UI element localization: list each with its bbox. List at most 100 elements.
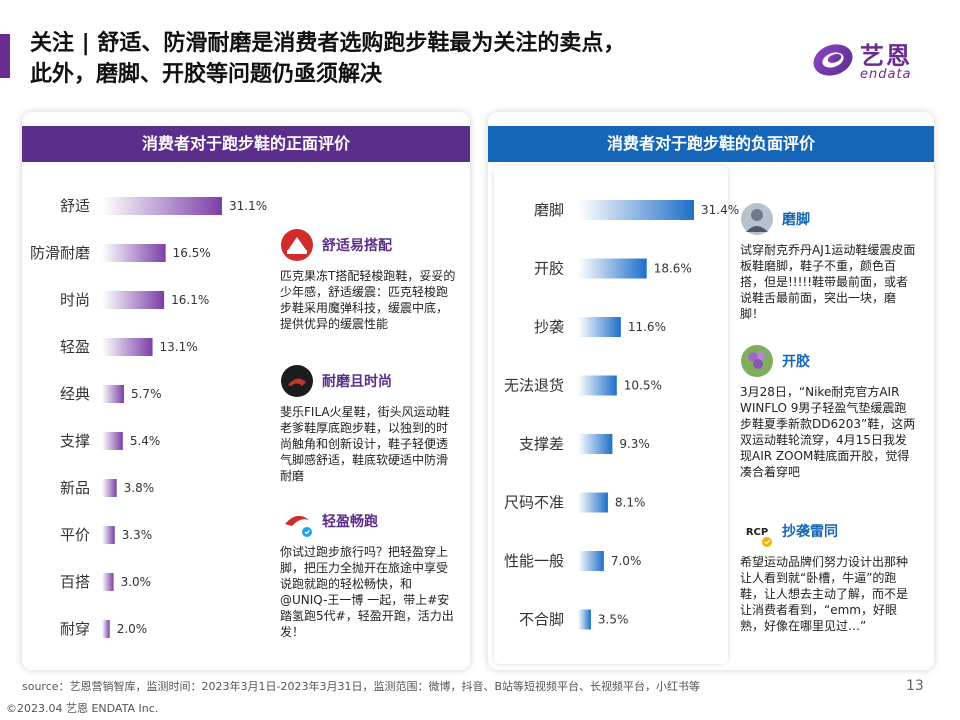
review-callout: 舒适易搭配匹克果冻T搭配轻梭跑鞋，妥妥的少年感，舒适缓震：匹克轻梭跑步鞋采用魔弹… xyxy=(280,228,458,332)
callout-header: 轻盈畅跑 xyxy=(280,504,458,542)
rcp-logo-icon: RCP xyxy=(740,514,774,548)
bar xyxy=(578,200,694,220)
data-label: 3.3% xyxy=(122,528,153,542)
svg-text:RCP: RCP xyxy=(746,527,768,538)
endata-logo: 艺恩 endata xyxy=(810,36,930,88)
page-title-line-2: 此外，磨脚、开胶等问题仍亟须解决 xyxy=(30,62,383,87)
negative-bar-chart: 磨脚 31.4% 开胶 18.6% 抄袭 11.6% 无法退货 10.5% 支撑差 9.3% 尺码不… xyxy=(504,200,739,630)
category-label: 性能一般 xyxy=(504,552,564,570)
category-label: 尺码不准 xyxy=(504,494,564,512)
endata-logo-icon xyxy=(813,44,853,76)
review-callout: RCP 抄袭雷同希望运动品牌们努力设计出那种让人看到就“卧槽，牛逼”的跑鞋，让人想… xyxy=(740,514,916,634)
negative-review-panel: 消费者对于跑步鞋的负面评价 磨脚 31.4% 开胶 18.6% 抄袭 11.6% 无法退货 1… xyxy=(488,112,934,670)
callout-title: 轻盈畅跑 xyxy=(322,514,378,530)
category-label: 轻盈 xyxy=(60,338,90,356)
bar xyxy=(102,244,166,262)
callout-header: RCP 抄袭雷同 xyxy=(740,514,916,552)
callout-text: 3月28日，“Nike耐克官方AIR WINFLO 9男子轻盈气垫缓震跑步鞋夏季… xyxy=(740,385,916,479)
bar xyxy=(102,479,117,497)
anta-logo-icon xyxy=(280,504,314,538)
page-number: 13 xyxy=(906,678,924,694)
callout-header: 耐磨且时尚 xyxy=(280,364,458,402)
data-label: 13.1% xyxy=(160,340,198,354)
logo-text-en: endata xyxy=(860,67,912,82)
category-label: 抄袭 xyxy=(534,318,564,336)
callout-text: 斐乐FILA火星鞋，街头风运动鞋老爹鞋厚底跑步鞋，以独到的时尚触角和创新设计，鞋… xyxy=(280,405,450,483)
data-label: 3.8% xyxy=(124,481,155,495)
negative-chart-card xyxy=(494,166,728,664)
data-label: 16.5% xyxy=(173,246,211,260)
positive-bar-chart: 舒适 31.1% 防滑耐磨 16.5% 时尚 16.1% 轻盈 13.1% 经典 5.7% 支撑 5.… xyxy=(30,197,267,638)
callout-text: 你试过跑步旅行吗？把轻盈穿上脚，把压力全抛开在旅途中享受说跑就跑的轻松畅快，和@… xyxy=(280,545,454,639)
bar xyxy=(102,291,165,309)
review-callout: 磨脚试穿耐克乔丹AJ1运动鞋缓震皮面板鞋磨脚，鞋子不重，颜色百搭，但是!!!!!… xyxy=(740,202,916,322)
bar xyxy=(578,434,613,454)
category-label: 时尚 xyxy=(60,291,90,309)
callout-text: 匹克果冻T搭配轻梭跑鞋，妥妥的少年感，舒适缓震：匹克轻梭跑步鞋采用魔弹科技，缓震… xyxy=(280,269,456,331)
source-note: source：艺恩营销智库，监测时间：2023年3月1日-2023年3月31日，… xyxy=(22,680,701,693)
callout-title: 耐磨且时尚 xyxy=(322,374,392,390)
callout-text: 试穿耐克乔丹AJ1运动鞋缓震皮面板鞋磨脚，鞋子不重，颜色百搭，但是!!!!!鞋带… xyxy=(740,243,916,321)
data-label: 2.0% xyxy=(117,622,148,636)
category-label: 新品 xyxy=(60,479,90,497)
category-label: 支撑 xyxy=(60,432,90,450)
bar xyxy=(102,385,124,403)
data-label: 7.0% xyxy=(611,554,642,568)
category-label: 平价 xyxy=(60,526,90,544)
data-label: 8.1% xyxy=(615,496,646,510)
copyright: ©2023.04 艺恩 ENDATA Inc. xyxy=(6,702,159,715)
page-title-line-1: 关注 | 舒适、防滑耐磨是消费者选购跑步鞋最为关注的卖点， xyxy=(30,31,626,56)
callout-text: 希望运动品牌们努力设计出那种让人看到就“卧槽，牛逼”的跑鞋，让人想去主动了解，而… xyxy=(740,555,909,633)
category-label: 防滑耐磨 xyxy=(30,244,90,262)
negative-chart-title: 消费者对于跑步鞋的负面评价 xyxy=(488,126,934,162)
bar xyxy=(578,609,591,630)
category-label: 百搭 xyxy=(60,573,90,591)
bar xyxy=(102,197,222,215)
page-title: 关注 | 舒适、防滑耐磨是消费者选购跑步鞋最为关注的卖点， 此外，磨脚、开胶等问… xyxy=(30,28,625,90)
bar xyxy=(102,338,153,356)
bar xyxy=(578,492,608,513)
fila-logo-icon xyxy=(280,364,314,398)
category-label: 无法退货 xyxy=(504,377,564,395)
category-label: 不合脚 xyxy=(519,611,564,629)
logo-text-cn: 艺恩 xyxy=(860,42,912,70)
data-label: 16.1% xyxy=(171,293,209,307)
bar xyxy=(578,317,621,337)
category-label: 开胶 xyxy=(534,260,564,278)
data-label: 18.6% xyxy=(654,262,692,276)
category-label: 磨脚 xyxy=(534,201,564,219)
user-avatar-icon xyxy=(740,202,774,236)
review-callout: 开胶 3月28日，“Nike耐克官方AIR WINFLO 9男子轻盈气垫缓震跑步鞋… xyxy=(740,344,916,480)
callout-title: 开胶 xyxy=(782,354,810,370)
callout-title: 抄袭雷同 xyxy=(782,524,838,540)
data-label: 31.1% xyxy=(229,199,267,213)
category-label: 耐穿 xyxy=(60,620,90,638)
peak-logo-icon xyxy=(280,228,314,262)
category-label: 舒适 xyxy=(60,197,90,215)
callout-title: 磨脚 xyxy=(782,212,810,228)
data-label: 9.3% xyxy=(619,437,650,451)
review-callout: 耐磨且时尚斐乐FILA火星鞋，街头风运动鞋老爹鞋厚底跑步鞋，以独到的时尚触角和创… xyxy=(280,364,458,484)
bar xyxy=(102,573,114,591)
callout-title: 舒适易搭配 xyxy=(322,238,392,254)
bar xyxy=(578,258,647,279)
category-label: 经典 xyxy=(60,385,90,403)
data-label: 5.7% xyxy=(131,387,162,401)
data-label: 11.6% xyxy=(628,320,666,334)
bar xyxy=(102,620,110,638)
data-label: 5.4% xyxy=(130,434,161,448)
flower-avatar-icon xyxy=(740,344,774,378)
positive-review-panel: 消费者对于跑步鞋的正面评价 舒适 31.1% 防滑耐磨 16.5% 时尚 16.1% 轻盈 1… xyxy=(22,112,470,670)
data-label: 3.5% xyxy=(598,613,629,627)
data-label: 10.5% xyxy=(624,379,662,393)
positive-chart-title: 消费者对于跑步鞋的正面评价 xyxy=(22,126,470,162)
accent-bar xyxy=(0,34,10,78)
callout-header: 开胶 xyxy=(740,344,916,382)
bar xyxy=(102,526,115,544)
data-label: 31.4% xyxy=(701,203,739,217)
callout-header: 舒适易搭配 xyxy=(280,228,458,266)
bar xyxy=(578,375,617,396)
bar xyxy=(578,551,604,571)
review-callout: 轻盈畅跑你试过跑步旅行吗？把轻盈穿上脚，把压力全抛开在旅途中享受说跑就跑的轻松畅… xyxy=(280,504,458,640)
data-label: 3.0% xyxy=(121,575,152,589)
